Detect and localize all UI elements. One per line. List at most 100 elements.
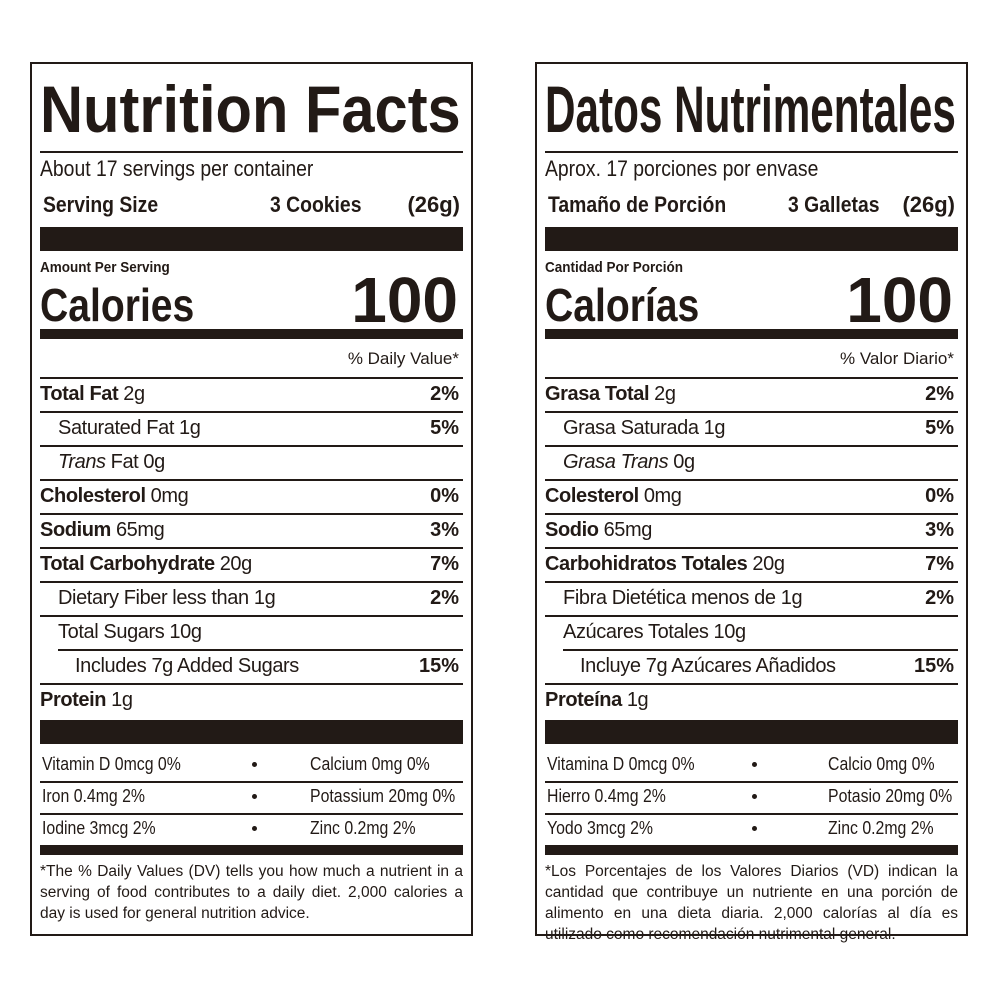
- nutrient-daily-value: 15%: [913, 655, 954, 677]
- nutrient-row: Includes 7g Added Sugars: [75, 654, 304, 678]
- calories-value: 100: [351, 263, 458, 336]
- rule: [545, 329, 958, 339]
- nutrient-amount: 0mg: [643, 485, 682, 507]
- nutrient-row: Saturated Fat 1g: [58, 416, 201, 440]
- footnote: *Los Porcentajes de los Valores Diarios …: [545, 863, 958, 943]
- serving-size-label: Serving Size: [43, 191, 159, 217]
- nutrient-name: Dietary Fiber: [58, 587, 168, 609]
- vitamin-mineral: Iodine 3mcg 2%: [42, 818, 156, 839]
- nutrient-row: Sodium 65mg: [40, 518, 165, 542]
- rule: [545, 813, 958, 815]
- nutrient-daily-value: 15%: [418, 655, 459, 677]
- nutrient-name: Carbohidratos Totales: [545, 553, 748, 575]
- nutrient-row: Protein 1g: [40, 688, 133, 712]
- nutrient-row: Sodio 65mg: [545, 518, 652, 542]
- nutrient-daily-value: 5%: [430, 417, 459, 439]
- vitamin-mineral: Calcium 0mg 0%: [310, 754, 430, 775]
- bullet: [252, 794, 257, 799]
- nutrient-amount: 65mg: [115, 519, 165, 541]
- nutrient-daily-value: 2%: [925, 587, 954, 609]
- rule: [40, 329, 463, 339]
- nutrient-row: Azúcares Totales 10g: [563, 620, 746, 644]
- rule: [545, 781, 958, 783]
- rule: [563, 649, 958, 651]
- rule: [545, 411, 958, 413]
- nutrient-amount: 0mg: [150, 485, 189, 507]
- rule: [40, 411, 463, 413]
- nutrient-row: Carbohidratos Totales 20g: [545, 552, 785, 576]
- nutrient-amount: 0g: [143, 451, 165, 473]
- nutrient-name: Fat: [110, 451, 139, 473]
- rule: [545, 615, 958, 617]
- rule: [545, 513, 958, 515]
- vitamin-mineral: Hierro 0.4mg 2%: [547, 786, 666, 807]
- nutrient-amount: 1g: [703, 417, 726, 439]
- label-title: Nutrition Facts: [40, 72, 461, 147]
- vitamin-mineral: Potasio 20mg 0%: [828, 786, 953, 807]
- rule: [545, 377, 958, 379]
- serving-size-value: 3 Galletas: [788, 191, 880, 217]
- rule: [40, 781, 463, 783]
- nutrient-daily-value: 5%: [925, 417, 954, 439]
- rule: [545, 227, 958, 251]
- nutrient-name: Incluye 7g Azúcares Añadidos: [580, 655, 836, 677]
- nutrient-name: Includes 7g Added Sugars: [75, 655, 299, 677]
- vitamin-mineral: Zinc 0.2mg 2%: [828, 818, 934, 839]
- nutrient-row: Proteína 1g: [545, 688, 649, 712]
- footnote: *The % Daily Values (DV) tells you how m…: [40, 863, 463, 922]
- nutrient-name: Colesterol: [545, 485, 639, 507]
- nutrient-daily-value: 3%: [925, 519, 954, 541]
- label-panel: [30, 62, 473, 936]
- rule: [40, 720, 463, 744]
- nutrient-name: Azúcares Totales: [563, 621, 709, 643]
- rule: [545, 720, 958, 744]
- bullet: [752, 794, 757, 799]
- rule: [40, 683, 463, 685]
- serving-size-value: 3 Cookies: [270, 191, 362, 217]
- nutrient-amount: 1g: [111, 689, 133, 711]
- nutrient-amount: 65mg: [603, 519, 653, 541]
- label-panel: [535, 62, 968, 936]
- rule: [545, 151, 958, 153]
- rule: [40, 227, 463, 251]
- bullet: [752, 762, 757, 767]
- nutrient-amount: 1g: [178, 417, 201, 439]
- nutrient-name: Grasa Total: [545, 383, 650, 405]
- rule: [545, 683, 958, 685]
- nutrient-daily-value: 0%: [925, 485, 954, 507]
- rule: [40, 377, 463, 379]
- nutrient-row: Grasa Total 2g: [545, 382, 676, 406]
- serving-size-grams: (26g): [407, 191, 460, 217]
- nutrient-row: Total Carbohydrate 20g: [40, 552, 252, 576]
- nutrient-name: Grasa Saturada: [563, 417, 699, 439]
- nutrient-name: Sodium: [40, 519, 111, 541]
- vitamin-mineral: Vitamin D 0mcg 0%: [42, 754, 181, 775]
- calories-label: Calories: [40, 279, 195, 332]
- vitamin-mineral: Vitamina D 0mcg 0%: [547, 754, 695, 775]
- rule: [545, 845, 958, 855]
- nutrient-daily-value: 7%: [925, 553, 954, 575]
- amount-per-serving: Cantidad Por Porción: [545, 259, 684, 276]
- label-title: Datos Nutrimentales: [545, 72, 956, 147]
- rule: [545, 479, 958, 481]
- rule: [40, 813, 463, 815]
- nutrient-amount: menos de 1g: [690, 587, 803, 609]
- nutrient-amount: 0g: [673, 451, 695, 473]
- vitamin-mineral: Yodo 3mcg 2%: [547, 818, 653, 839]
- rule: [40, 151, 463, 153]
- daily-value-header: % Valor Diario*: [839, 348, 954, 368]
- nutrient-row: Dietary Fiber less than 1g: [58, 586, 276, 610]
- nutrient-name: Total Fat: [40, 383, 119, 405]
- nutrient-row: Total Sugars 10g: [58, 620, 202, 644]
- rule: [40, 615, 463, 617]
- rule: [40, 581, 463, 583]
- servings-per-container: About 17 servings per container: [40, 155, 314, 181]
- nutrient-daily-value: 7%: [430, 553, 459, 575]
- nutrient-name: Total Carbohydrate: [40, 553, 215, 575]
- nutrient-row: Incluye 7g Azúcares Añadidos: [580, 654, 841, 678]
- rule: [40, 547, 463, 549]
- calories-label: Calorías: [545, 279, 700, 332]
- nutrient-row: Colesterol 0mg: [545, 484, 682, 508]
- nutrient-daily-value: 2%: [430, 383, 459, 405]
